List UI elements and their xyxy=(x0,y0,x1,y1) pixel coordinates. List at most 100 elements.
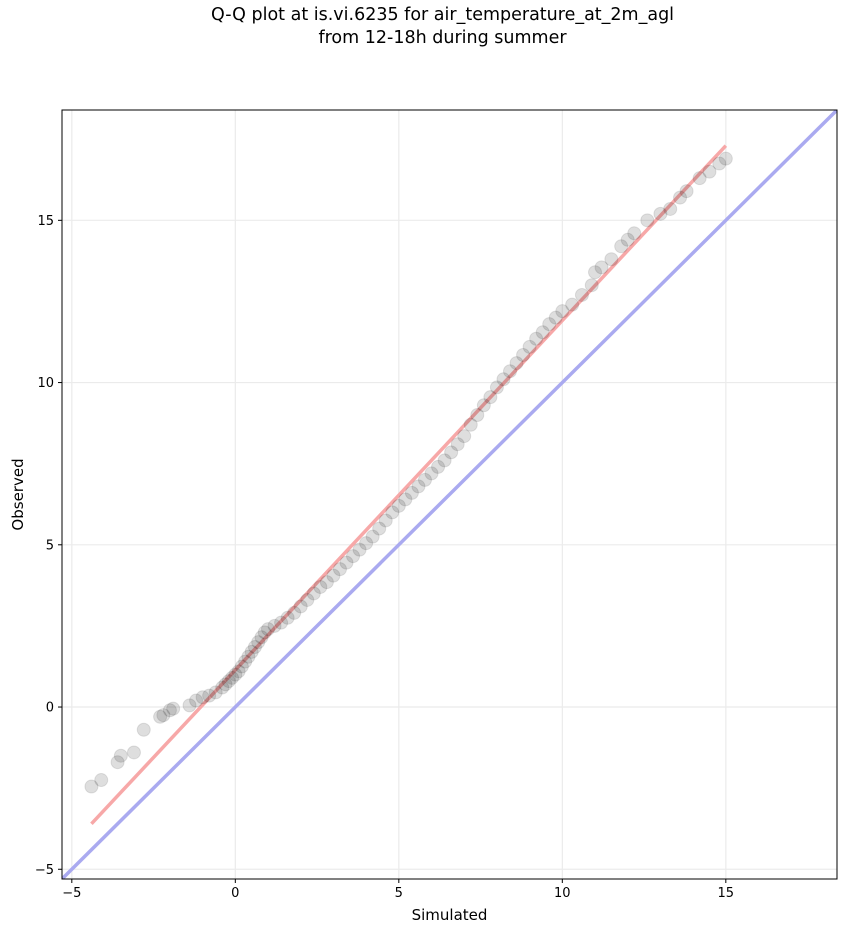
data-point xyxy=(247,640,262,655)
data-point xyxy=(692,171,707,186)
data-point xyxy=(555,304,570,319)
data-point xyxy=(274,615,289,630)
data-point xyxy=(372,521,387,536)
data-point xyxy=(614,239,629,254)
data-point xyxy=(153,709,168,724)
data-point xyxy=(306,586,321,601)
grid xyxy=(62,110,837,879)
data-point xyxy=(588,265,603,280)
data-point xyxy=(359,536,374,551)
data-point xyxy=(404,485,419,500)
data-point xyxy=(516,347,531,362)
x-tick-label: 10 xyxy=(554,886,571,901)
x-tick-label: 0 xyxy=(231,886,239,901)
data-point xyxy=(228,667,243,682)
data-point xyxy=(215,680,230,695)
data-point xyxy=(548,310,563,325)
data-point xyxy=(293,599,308,614)
scatter-points xyxy=(84,151,733,794)
data-point xyxy=(241,649,256,664)
data-point xyxy=(195,690,210,705)
data-point xyxy=(218,677,233,692)
data-point xyxy=(584,278,599,293)
y-tick-label: 10 xyxy=(37,376,54,391)
data-point xyxy=(225,670,240,685)
x-tick-label: 5 xyxy=(395,886,403,901)
data-point xyxy=(221,674,236,689)
y-tick-label: 15 xyxy=(37,214,54,229)
data-point xyxy=(378,513,393,528)
x-tick-label: −5 xyxy=(62,886,81,901)
data-point xyxy=(110,755,125,770)
y-tick-label: 5 xyxy=(46,538,54,553)
data-point xyxy=(673,190,688,205)
data-point xyxy=(463,417,478,432)
data-point xyxy=(352,542,367,557)
data-point xyxy=(457,429,472,444)
data-point xyxy=(280,610,295,625)
data-point xyxy=(162,703,177,718)
data-point xyxy=(398,492,413,507)
data-point xyxy=(94,773,109,788)
data-point xyxy=(640,213,655,228)
data-point xyxy=(627,226,642,241)
data-point xyxy=(594,260,609,275)
data-point xyxy=(326,568,341,583)
data-point xyxy=(417,472,432,487)
data-point xyxy=(231,664,246,679)
data-point xyxy=(718,151,733,166)
data-point xyxy=(542,317,557,332)
data-point xyxy=(653,206,668,221)
lines xyxy=(62,110,837,879)
data-point xyxy=(189,693,204,708)
data-point xyxy=(489,380,504,395)
data-point xyxy=(254,630,269,645)
y-tick-label: 0 xyxy=(46,701,54,716)
identity-line xyxy=(62,110,837,879)
data-point xyxy=(332,562,347,577)
x-tick-label: 15 xyxy=(718,886,735,901)
data-point xyxy=(156,708,171,723)
data-point xyxy=(535,325,550,340)
data-point xyxy=(339,555,354,570)
data-point xyxy=(450,437,465,452)
data-point xyxy=(202,688,217,703)
data-point xyxy=(502,364,517,379)
data-point xyxy=(238,654,253,669)
data-point xyxy=(702,164,717,179)
data-point xyxy=(251,635,266,650)
data-point xyxy=(136,722,151,737)
data-point xyxy=(663,201,678,216)
data-point xyxy=(565,297,580,312)
data-point xyxy=(574,287,589,302)
data-point xyxy=(313,579,328,594)
data-point xyxy=(257,625,272,640)
chart-title-line-1: Q-Q plot at is.vi.6235 for air_temperatu… xyxy=(210,5,675,25)
x-axis-label: Simulated xyxy=(412,906,488,924)
y-axis-label: Observed xyxy=(9,458,27,530)
data-point xyxy=(424,466,439,481)
data-point xyxy=(166,701,181,716)
axis-ticks: −5 0 5 10 15 −5 0 5 10 15 xyxy=(35,214,734,901)
data-point xyxy=(391,498,406,513)
data-point xyxy=(679,184,694,199)
data-point xyxy=(182,698,197,713)
data-point xyxy=(267,618,282,633)
data-point xyxy=(509,356,524,371)
data-point xyxy=(444,445,459,460)
data-point xyxy=(365,529,380,544)
data-point xyxy=(208,685,223,700)
data-point xyxy=(604,252,619,267)
fit-line xyxy=(90,144,728,826)
chart-title-line-2: from 12-18h during summer xyxy=(318,28,567,48)
data-point xyxy=(529,331,544,346)
data-point xyxy=(496,372,511,387)
data-point xyxy=(437,453,452,468)
data-point xyxy=(431,459,446,474)
data-point xyxy=(483,390,498,405)
data-point xyxy=(346,549,361,564)
data-point xyxy=(620,232,635,247)
data-point xyxy=(261,622,276,637)
data-point xyxy=(522,339,537,354)
